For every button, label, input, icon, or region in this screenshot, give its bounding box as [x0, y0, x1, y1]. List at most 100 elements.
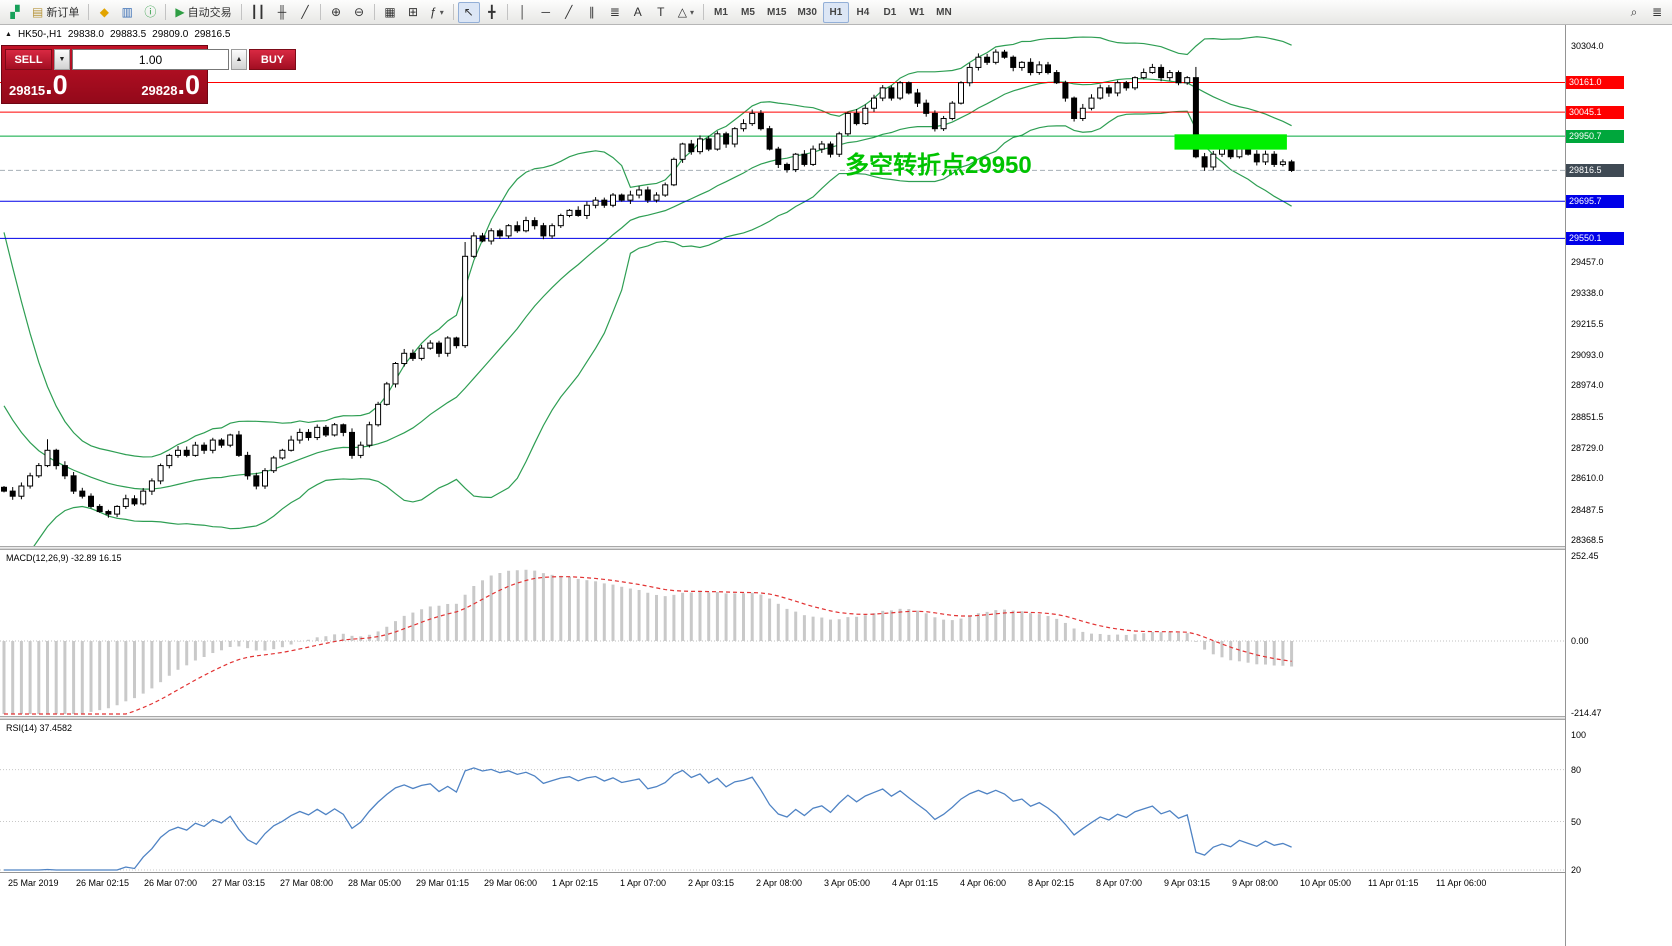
- trendline-button[interactable]: ╱: [558, 2, 580, 23]
- terminal-logo-icon: ▞: [10, 5, 20, 19]
- tf-m5-button[interactable]: M5: [735, 2, 761, 23]
- tf-m5-button-label: M5: [741, 6, 755, 18]
- new-order-button[interactable]: ▤ 新订单: [27, 2, 84, 23]
- volume-input[interactable]: [72, 49, 229, 70]
- price-axis-label: 29093.0: [1571, 350, 1604, 361]
- indicators-button[interactable]: ƒ ▾: [425, 2, 449, 23]
- time-axis-label: 27 Mar 08:00: [280, 878, 334, 888]
- trendline-icon: ╱: [565, 5, 573, 19]
- volume-decrease-button[interactable]: ▼: [54, 49, 70, 70]
- rsi-indicator-label: RSI(14) 37.4582: [6, 723, 73, 733]
- market-watch-button[interactable]: ◆: [93, 2, 115, 23]
- tf-m30-button[interactable]: M30: [792, 2, 821, 23]
- price-axis-label: 29338.0: [1571, 287, 1604, 298]
- toolbar-separator: [374, 4, 376, 20]
- sell-button[interactable]: SELL: [5, 49, 52, 70]
- one-click-trading-panel: SELL ▼ ▲ BUY 29815 .0 29828 .0: [1, 45, 296, 104]
- zoom-out-icon: ⊖: [354, 5, 365, 19]
- macd-axis-label: -214.47: [1571, 708, 1602, 719]
- tf-w1-button[interactable]: W1: [904, 2, 930, 23]
- autotrading-button-label: 自动交易: [187, 7, 232, 19]
- tf-m15-button-label: M15: [767, 6, 787, 18]
- autotrading-play-icon: ▶: [175, 5, 185, 19]
- price-badge: 30045.1: [1566, 105, 1624, 119]
- time-axis[interactable]: 25 Mar 2019 26 Mar 02:15 26 Mar 07:00 27 Ma…: [0, 872, 1565, 946]
- time-axis-label: 1 Apr 07:00: [620, 878, 667, 888]
- bar-chart-button[interactable]: ┃┃: [246, 2, 270, 23]
- time-axis-label: 3 Apr 05:00: [824, 878, 871, 888]
- fibonacci-button[interactable]: ≣: [604, 2, 626, 23]
- tf-mn-button[interactable]: MN: [931, 2, 957, 23]
- sell-price[interactable]: 29815 .0: [9, 72, 68, 99]
- line-chart-button[interactable]: ╱: [294, 2, 316, 23]
- line-chart-icon: ╱: [301, 5, 309, 19]
- tile-windows-icon: ⊞: [408, 5, 419, 19]
- pivot-annotation-text[interactable]: 多空转折点29950: [845, 152, 1032, 179]
- rsi-axis-label: 100: [1571, 730, 1587, 740]
- label-tool-icon: T: [657, 5, 665, 19]
- cursor-button[interactable]: ↖: [457, 1, 480, 23]
- panel-splitter-macd[interactable]: [0, 546, 1565, 550]
- label-button[interactable]: T: [650, 2, 672, 23]
- zoom-out-button[interactable]: ⊖: [348, 2, 370, 23]
- symbol-info: ▲ HK50-,H1 29838.0 29883.5 29809.0 29816…: [5, 29, 230, 40]
- data-window-button[interactable]: ▥: [116, 2, 138, 23]
- time-axis-label: 29 Mar 06:00: [484, 878, 538, 888]
- candle-chart-button[interactable]: ╫: [271, 2, 293, 23]
- toolbar-separator: [165, 4, 167, 20]
- text-button[interactable]: A: [627, 2, 649, 23]
- time-axis-label: 25 Mar 2019: [8, 878, 59, 888]
- horizontal-line-button[interactable]: ─: [535, 2, 557, 23]
- buy-price-main: 29828: [141, 83, 178, 98]
- time-axis-label: 28 Mar 05:00: [348, 878, 402, 888]
- zoom-in-button[interactable]: ⊕: [325, 2, 347, 23]
- tf-m1-button[interactable]: M1: [708, 2, 734, 23]
- data-window-icon: ▥: [121, 5, 134, 19]
- horizontal-line-icon: ─: [541, 5, 550, 19]
- search-button[interactable]: ⌕: [1623, 2, 1645, 23]
- time-axis-label: 10 Apr 05:00: [1300, 878, 1352, 888]
- price-scale[interactable]: 30304.0 29457.0 29338.0 29215.5 29093.0 28974…: [1565, 25, 1672, 946]
- symbol-period-label: HK50-,H1: [17, 29, 62, 40]
- shapes-button[interactable]: △ ▾: [673, 2, 699, 23]
- time-axis-label: 27 Mar 03:15: [212, 878, 266, 888]
- rsi-axis-label: 80: [1571, 764, 1582, 775]
- buy-button[interactable]: BUY: [249, 49, 296, 70]
- tile-windows-button[interactable]: ⊞: [402, 2, 424, 23]
- time-axis-label: 2 Apr 08:00: [756, 878, 803, 888]
- tf-d1-button[interactable]: D1: [877, 2, 903, 23]
- new-order-button-label: 新订单: [46, 7, 80, 19]
- price-badge: 30161.0: [1566, 75, 1624, 89]
- time-axis-label: 4 Apr 06:00: [960, 878, 1007, 888]
- buy-price[interactable]: 29828 .0: [141, 72, 200, 99]
- panel-splitter-rsi[interactable]: [0, 716, 1565, 720]
- zoom-in-icon: ⊕: [331, 5, 342, 19]
- menu-button[interactable]: ≣: [1646, 2, 1668, 23]
- toolbar-separator: [320, 4, 322, 20]
- price-chart[interactable]: [0, 25, 1565, 946]
- time-axis-label: 11 Apr 06:00: [1436, 878, 1487, 888]
- channel-button[interactable]: ∥: [581, 2, 603, 23]
- crosshair-button[interactable]: ╋: [481, 2, 503, 23]
- autotrading-button[interactable]: ▶ 自动交易: [170, 2, 236, 23]
- price-axis-label: 28610.0: [1571, 473, 1604, 484]
- tf-h1-button[interactable]: H1: [822, 1, 849, 23]
- volume-increase-button[interactable]: ▲: [231, 49, 247, 70]
- time-axis-label: 8 Apr 07:00: [1096, 878, 1143, 888]
- navigator-button[interactable]: ⓘ: [139, 2, 161, 23]
- candlestick-chart-icon: ╫: [277, 5, 287, 19]
- vertical-line-button[interactable]: │: [512, 2, 534, 23]
- subwindow-expander-icon[interactable]: ▲: [5, 31, 12, 38]
- tf-h4-button[interactable]: H4: [850, 2, 876, 23]
- tf-d1-button-label: D1: [883, 6, 897, 18]
- rsi-axis-label: 20: [1571, 865, 1582, 875]
- tf-m15-button[interactable]: M15: [762, 2, 791, 23]
- tf-h4-button-label: H4: [856, 6, 870, 18]
- time-axis-label: 11 Apr 01:15: [1368, 878, 1419, 888]
- price-axis-label: 28974.0: [1571, 380, 1604, 391]
- toolbar-separator: [703, 4, 704, 20]
- grid-button[interactable]: ▦: [379, 2, 401, 23]
- price-badge: 29695.7: [1566, 194, 1624, 208]
- new-order-icon: ▤: [32, 5, 44, 19]
